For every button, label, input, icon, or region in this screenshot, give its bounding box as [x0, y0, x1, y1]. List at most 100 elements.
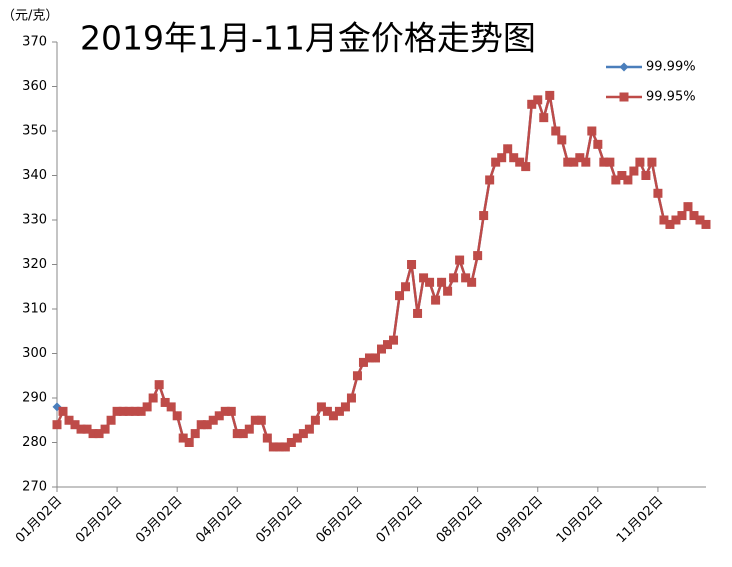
data-point — [310, 415, 320, 425]
legend-label: 99.99% — [646, 60, 696, 75]
y-tick-label: 350 — [22, 124, 47, 139]
data-point — [328, 411, 338, 421]
data-point — [250, 415, 260, 425]
data-point — [677, 211, 687, 221]
data-point — [575, 153, 585, 163]
data-point — [154, 380, 164, 390]
data-point — [683, 202, 693, 212]
data-point — [599, 157, 609, 167]
data-point — [539, 113, 549, 123]
data-point — [593, 139, 603, 149]
data-point — [94, 429, 104, 439]
data-point — [695, 215, 705, 225]
data-point — [256, 415, 266, 425]
data-point — [419, 273, 429, 283]
data-point — [58, 406, 68, 416]
data-point — [340, 402, 350, 412]
x-tick-label: 04月02日 — [193, 494, 245, 546]
data-point — [208, 415, 218, 425]
legend-marker — [619, 92, 629, 102]
y-tick-label: 340 — [22, 168, 47, 183]
y-tick-label: 300 — [22, 346, 47, 361]
data-point — [76, 424, 86, 434]
data-point — [503, 144, 513, 154]
x-tick-label: 10月02日 — [554, 494, 606, 546]
data-point — [563, 157, 573, 167]
data-point — [533, 95, 543, 105]
data-point — [665, 219, 675, 229]
data-point — [455, 255, 465, 265]
data-point — [118, 406, 128, 416]
data-point — [437, 277, 447, 287]
legend-marker — [619, 62, 629, 72]
data-point — [238, 429, 248, 439]
y-tick-label: 310 — [22, 302, 47, 317]
data-point — [160, 397, 170, 407]
data-point — [268, 442, 278, 452]
data-point — [358, 357, 368, 367]
data-point — [220, 406, 230, 416]
data-point — [148, 393, 158, 403]
x-tick-label: 08月02日 — [434, 494, 486, 546]
data-point — [617, 171, 627, 180]
data-point — [316, 402, 326, 412]
data-point — [689, 211, 699, 221]
data-point — [581, 157, 591, 167]
data-point — [407, 260, 417, 269]
data-point — [587, 126, 597, 136]
x-tick-label: 11月02日 — [614, 494, 666, 546]
data-point — [172, 411, 182, 421]
data-point — [274, 442, 284, 452]
data-point — [88, 429, 98, 439]
y-tick-label: 290 — [22, 391, 47, 406]
data-point — [190, 429, 200, 439]
data-point — [214, 411, 224, 421]
data-point — [635, 157, 645, 167]
data-point — [184, 438, 194, 447]
data-point — [395, 291, 405, 301]
data-point — [292, 433, 302, 443]
data-point — [364, 353, 374, 363]
data-point — [136, 406, 146, 416]
data-point — [569, 157, 579, 167]
data-point — [100, 424, 110, 434]
data-point — [130, 406, 140, 416]
data-point — [509, 153, 519, 163]
data-point — [82, 424, 92, 434]
data-point — [461, 273, 471, 283]
data-point — [346, 393, 356, 403]
y-axis-label: （元/克） — [2, 9, 58, 24]
data-point — [629, 166, 639, 176]
data-point — [401, 282, 411, 292]
data-point — [166, 402, 176, 412]
data-point — [413, 308, 423, 318]
data-point — [551, 126, 561, 136]
data-point — [425, 277, 435, 287]
x-tick-label: 09月02日 — [494, 494, 546, 546]
legend-label: 99.95% — [646, 90, 696, 105]
data-point — [701, 219, 711, 229]
data-point — [64, 415, 74, 425]
data-point — [286, 438, 296, 447]
data-point — [611, 175, 621, 185]
data-point — [491, 157, 501, 167]
x-tick-label: 01月02日 — [13, 494, 65, 546]
data-point — [70, 420, 80, 430]
data-point — [178, 433, 188, 443]
data-point — [443, 286, 453, 296]
data-point — [370, 353, 380, 363]
data-point — [431, 295, 441, 305]
data-point — [641, 171, 651, 180]
data-point — [473, 251, 483, 261]
data-point — [383, 340, 393, 350]
data-point — [280, 442, 290, 452]
data-point — [497, 153, 507, 163]
data-point — [304, 424, 314, 434]
data-point — [262, 433, 272, 443]
x-tick-label: 05月02日 — [253, 494, 305, 546]
data-point — [334, 406, 344, 416]
data-point — [112, 406, 122, 416]
data-point — [352, 371, 362, 381]
data-point — [196, 420, 206, 430]
